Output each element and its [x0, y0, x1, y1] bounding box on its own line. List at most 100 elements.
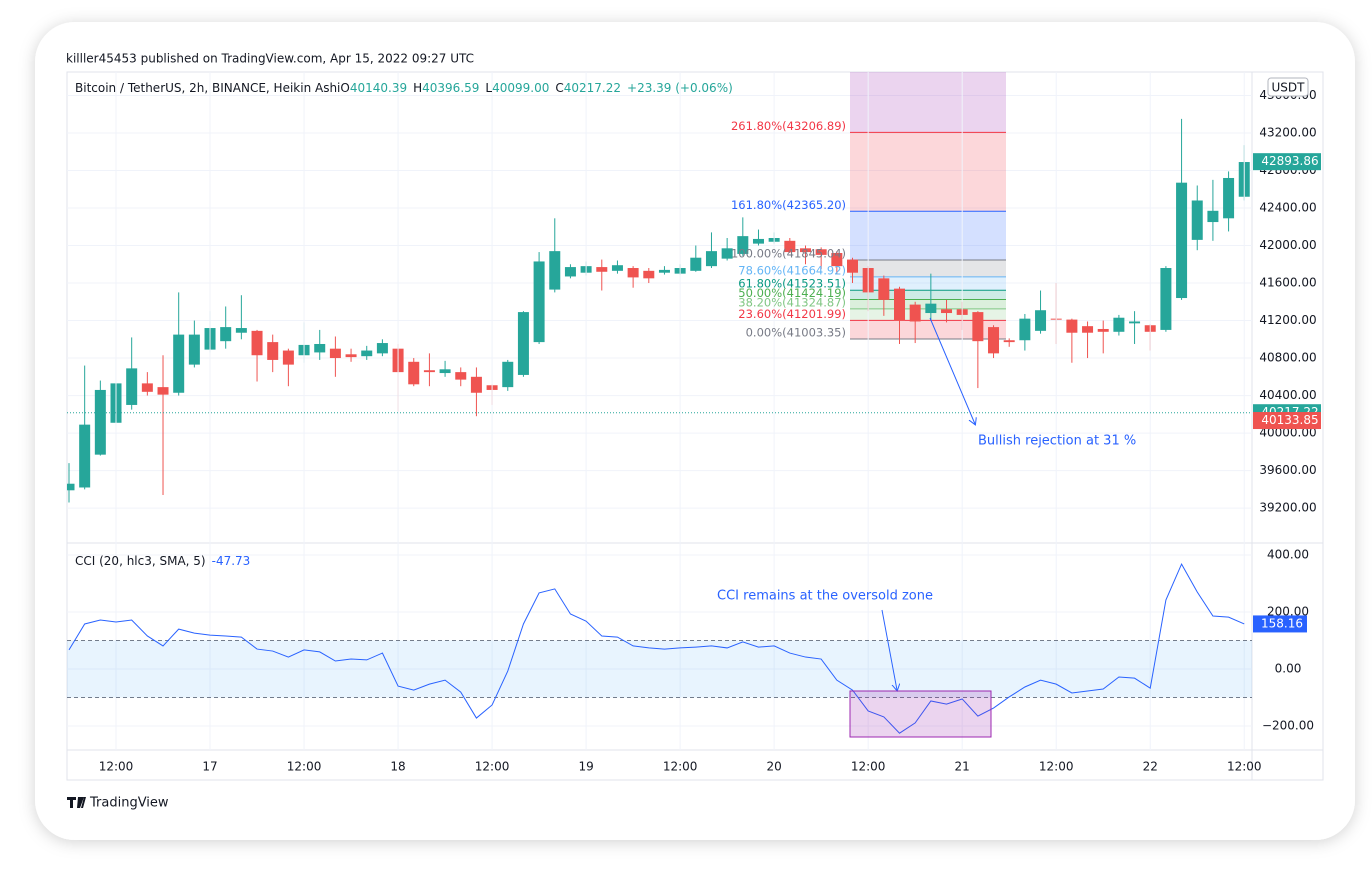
candle-body — [408, 361, 420, 385]
fib-zone — [850, 308, 1006, 321]
ohlc: O40140.39 H40396.59 L40099.00 C40217.22 — [340, 81, 621, 95]
fib-zone — [850, 211, 1006, 261]
candle-body — [439, 369, 451, 374]
candle-body — [173, 334, 185, 393]
fib-label: 50.00%(41424.19) — [738, 286, 846, 300]
annotation-arrow — [881, 609, 897, 690]
currency: USDT — [1272, 81, 1306, 95]
candle-body — [376, 343, 388, 354]
fib-label: 23.60%(41201.99) — [738, 307, 846, 321]
fib-label: 161.80%(42365.20) — [731, 198, 846, 212]
candle-body — [220, 327, 232, 342]
y-tick-label: 42000.00 — [1259, 238, 1316, 252]
ohlc-label: O — [340, 81, 349, 95]
frame — [66, 71, 1324, 781]
candle-body — [596, 267, 608, 272]
card — [35, 22, 1355, 840]
price-tag-label: 42893.86 — [1261, 154, 1318, 168]
candle-body — [1176, 182, 1188, 299]
y-tick-label: −200.00 — [1262, 719, 1314, 733]
candle-body — [1160, 268, 1172, 330]
candle-body — [658, 269, 670, 273]
candle-body — [314, 343, 326, 353]
brand: TradingView — [89, 796, 169, 811]
fib-zone — [850, 320, 1006, 339]
fib-label: 261.80%(43206.89) — [731, 119, 846, 133]
price-tag — [1253, 153, 1321, 171]
annotation: Bullish rejection at 31 % — [978, 434, 1136, 449]
logo — [67, 797, 86, 808]
x-tick-label: 12:00 — [287, 760, 322, 774]
candle-body — [972, 312, 984, 342]
fib-label: 100.00%(41845.04) — [731, 247, 846, 261]
candle-body — [1035, 310, 1047, 331]
annotation-arrow — [929, 317, 975, 424]
candle-body — [894, 288, 906, 321]
fib-label: 61.80%(41523.51) — [738, 277, 846, 291]
x-tick-label: 12:00 — [1227, 760, 1262, 774]
symbol-title: Bitcoin / TetherUS, 2h, BINANCE, Heikin … — [75, 81, 340, 95]
candle-body — [517, 312, 529, 375]
candle-body — [502, 361, 514, 388]
candle-body — [737, 236, 749, 254]
x-tick-label: 22 — [1143, 760, 1158, 774]
candle-body — [345, 354, 357, 358]
candle-body — [784, 240, 796, 253]
candle-body — [831, 253, 843, 267]
cci-value: -47.73 — [212, 554, 251, 568]
y-tick-label: 39600.00 — [1259, 463, 1316, 477]
candle-body — [705, 251, 717, 267]
candle-body — [282, 350, 294, 365]
candle-body — [470, 376, 482, 393]
x-tick-label: 12:00 — [475, 760, 510, 774]
cci-title: CCI (20, hlc3, SMA, 5) — [75, 554, 206, 568]
y-tick-label: 39200.00 — [1259, 501, 1316, 515]
candle-body — [126, 368, 138, 405]
candle-body — [1191, 200, 1203, 240]
x-tick-label: 12:00 — [851, 760, 886, 774]
x-tick-label: 20 — [767, 760, 782, 774]
y-tick-label: 41600.00 — [1259, 276, 1316, 290]
candle-body — [423, 370, 435, 373]
candle-body — [1066, 319, 1078, 333]
fib-zone — [850, 290, 1006, 300]
y-tick-label: 40800.00 — [1259, 351, 1316, 365]
candle-body — [267, 342, 279, 360]
y-tick-label: 400.00 — [1267, 547, 1309, 561]
candle-body — [752, 238, 764, 244]
price-tag-label: 40133.85 — [1261, 413, 1318, 427]
candle-body — [690, 257, 702, 271]
y-tick-label: 200.00 — [1267, 605, 1309, 619]
ohlc-label: C — [555, 81, 563, 95]
candle-body — [1003, 340, 1015, 343]
candle-body — [1129, 321, 1141, 324]
publisher: killler45453 published on TradingView.co… — [66, 52, 474, 66]
y-tick-label: 40000.00 — [1259, 426, 1316, 440]
candle-body — [188, 334, 200, 365]
ohlc-value: 40099.00 — [492, 81, 549, 95]
x-tick-label: 12:00 — [99, 760, 134, 774]
currency-box — [1267, 77, 1309, 97]
x-tick-label: 12:00 — [663, 760, 698, 774]
candle-body — [941, 309, 953, 314]
candle-body — [549, 251, 561, 290]
candle-body — [1019, 318, 1031, 341]
x-tick-label: 21 — [955, 760, 970, 774]
change: +23.39 (+0.06%) — [627, 81, 733, 95]
candle-body — [925, 303, 937, 314]
main-legend: Bitcoin / TetherUS, 2h, BINANCE, Heikin … — [75, 81, 733, 95]
candle-body — [1207, 210, 1219, 223]
candle-body — [721, 248, 733, 259]
ohlc-label: H — [413, 81, 422, 95]
x-tick-label: 19 — [578, 760, 593, 774]
candle-body — [847, 259, 858, 273]
candle-body — [988, 327, 1000, 354]
oversold-box — [849, 690, 992, 738]
candle-body — [455, 372, 467, 380]
candle-body — [67, 483, 75, 491]
candle-body — [235, 328, 247, 333]
candle-body — [1113, 317, 1125, 332]
candle-body — [361, 350, 373, 357]
